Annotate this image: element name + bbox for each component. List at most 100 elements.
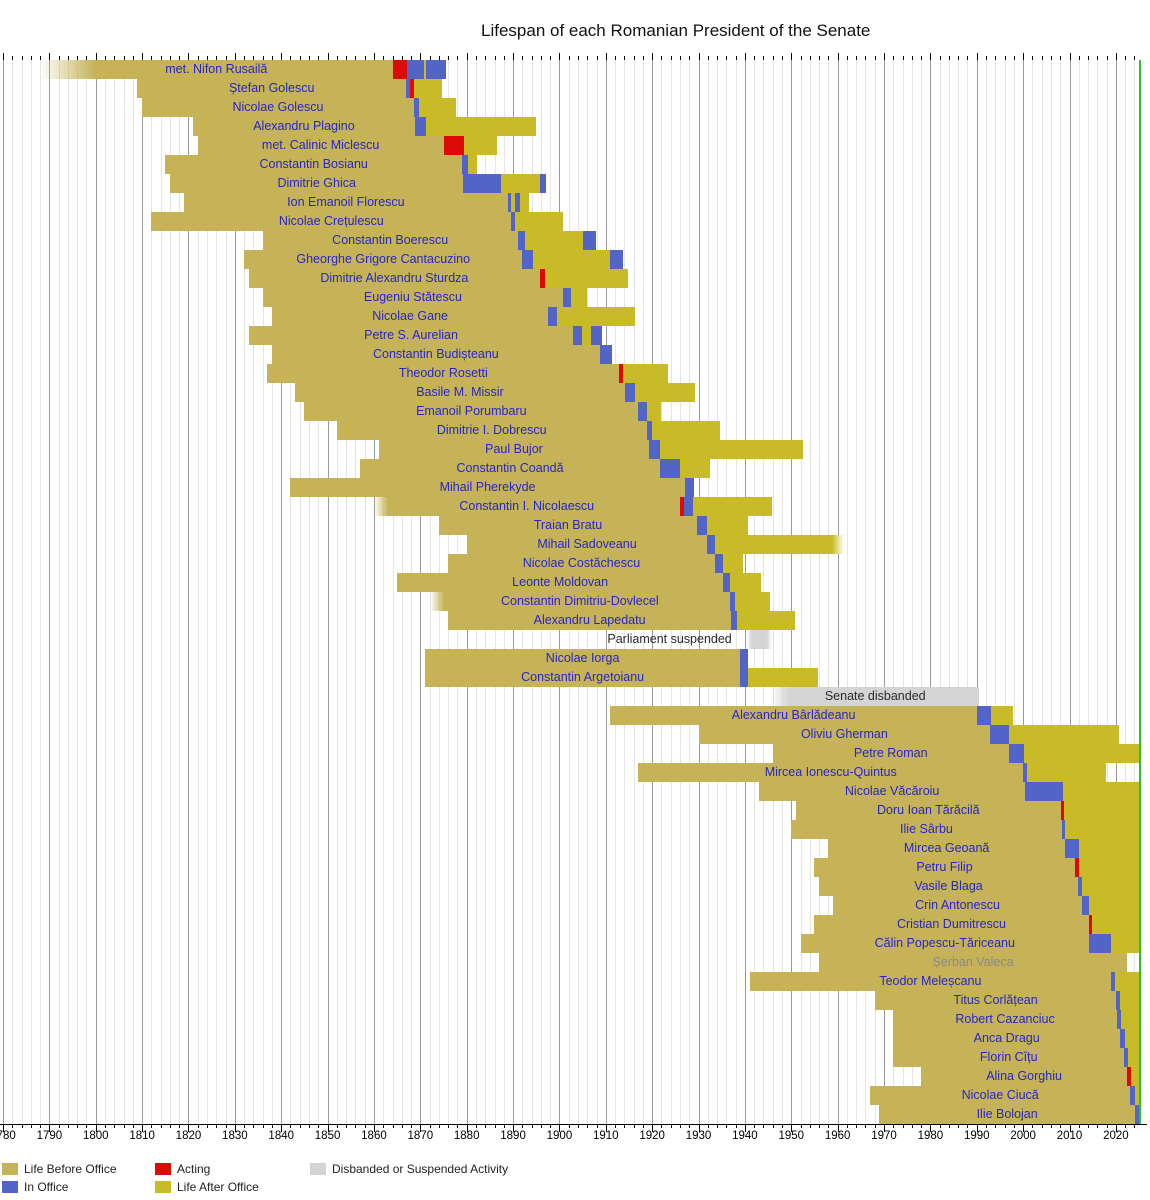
in-office-term-bar <box>522 250 534 269</box>
legend-label: Life After Office <box>177 1180 259 1194</box>
axis-tick-bottom <box>596 1124 598 1128</box>
axis-tick-top <box>837 53 839 60</box>
acting-term-bar <box>679 497 685 516</box>
axis-tick-bottom <box>262 1124 264 1128</box>
life-after-office-bar <box>1120 1029 1141 1048</box>
axis-tick-top <box>717 56 719 60</box>
life-after-office-bar <box>1116 991 1141 1010</box>
gridline-major <box>884 60 886 1124</box>
x-axis-tick-label: 1960 <box>824 1130 851 1142</box>
axis-tick-top <box>1097 56 1099 60</box>
president-name-label: Constantin Coandă <box>456 461 564 475</box>
president-name-label: Constantin Argetoianu <box>521 670 645 684</box>
president-name-label: Ilie Bolojan <box>976 1107 1038 1121</box>
axis-tick-top <box>856 56 858 60</box>
gridline-major <box>420 60 422 1124</box>
life-after-office-bar <box>730 592 771 611</box>
life-before-office-bar <box>791 820 1062 839</box>
gridline-minor <box>1078 60 1080 1124</box>
in-office-term-bar <box>582 231 596 250</box>
life-before-office-bar <box>448 554 715 573</box>
axis-tick-bottom <box>429 1124 431 1128</box>
in-office-term-bar <box>406 60 425 79</box>
axis-tick-bottom <box>244 1124 246 1128</box>
life-after-office-bar <box>1008 744 1141 763</box>
axis-tick-top <box>132 56 134 60</box>
gridline-minor <box>160 60 162 1124</box>
life-before-office-bar <box>290 478 685 497</box>
gridline-minor <box>856 60 858 1124</box>
axis-tick-bottom <box>707 1124 709 1128</box>
life-after-office-bar <box>624 383 695 402</box>
axis-tick-bottom <box>531 1124 533 1128</box>
axis-tick-top <box>290 56 292 60</box>
axis-tick-bottom <box>58 1124 60 1128</box>
axis-tick-bottom <box>392 1124 394 1128</box>
axis-tick-top <box>142 53 144 60</box>
life-before-office-bar <box>271 345 600 364</box>
life-before-office-bar <box>814 858 1075 877</box>
axis-tick-top <box>448 56 450 60</box>
president-name-label: Nicolae Ciucă <box>961 1088 1039 1102</box>
axis-tick-top <box>114 56 116 60</box>
president-name-label: Theodor Rosetti <box>398 366 488 380</box>
president-name-label: Dimitrie I. Dobrescu <box>436 423 547 437</box>
acting-term-bar <box>1127 1067 1132 1086</box>
gridline-minor <box>12 60 14 1124</box>
x-axis-tick-label: 1830 <box>222 1130 248 1142</box>
life-before-office-bar <box>424 668 741 687</box>
legend-label: Life Before Office <box>24 1162 117 1176</box>
axis-tick-top <box>207 56 209 60</box>
x-axis-tick-label: 2000 <box>1010 1130 1036 1142</box>
life-after-office-bar <box>1023 763 1106 782</box>
axis-tick-top <box>939 56 941 60</box>
axis-tick-bottom <box>1013 1124 1015 1128</box>
president-name-label: Robert Cazanciuc <box>955 1012 1055 1026</box>
life-after-office-bar <box>1130 1086 1141 1105</box>
life-before-office-bar <box>271 307 549 326</box>
x-axis-line <box>0 1124 1147 1125</box>
axis-tick-top <box>105 56 106 60</box>
gridline-minor <box>1050 60 1052 1124</box>
president-name-label: Mircea Ionescu-Quintus <box>764 765 897 779</box>
gridline-major <box>142 60 144 1124</box>
axis-tick-top <box>318 56 320 60</box>
gridline-minor <box>355 60 357 1124</box>
president-name-label: Nicolae Costăchescu <box>522 556 641 570</box>
in-office-term-bar <box>413 98 419 117</box>
x-axis-tick-label: 1820 <box>175 1130 202 1142</box>
axis-tick-bottom <box>939 1124 941 1128</box>
president-name-label: Constantin I. Nicolaescu <box>459 499 595 513</box>
gridline-minor <box>986 60 988 1124</box>
axis-tick-bottom <box>197 1124 199 1128</box>
axis-tick-bottom <box>67 1124 69 1128</box>
axis-tick-bottom <box>77 1124 79 1128</box>
gridline-major <box>281 60 283 1124</box>
axis-tick-top <box>188 53 190 60</box>
acting-term-bar <box>1060 801 1065 820</box>
axis-tick-bottom <box>271 1124 273 1128</box>
life-after-office-bar <box>1074 858 1141 877</box>
president-name-label: Crin Antonescu <box>915 898 1000 912</box>
axis-tick-bottom <box>846 1124 848 1128</box>
gridline-minor <box>346 60 348 1124</box>
gridline-minor <box>30 60 32 1124</box>
axis-tick-bottom <box>383 1124 385 1128</box>
gridline-minor <box>1004 60 1006 1124</box>
president-name-label: Doru Ioan Tărăcilă <box>877 803 980 817</box>
axis-tick-top <box>485 56 487 60</box>
gridline-minor <box>995 60 997 1124</box>
axis-tick-top <box>95 53 97 60</box>
gridline-minor <box>865 60 867 1124</box>
axis-tick-top <box>772 56 774 60</box>
present-day-line <box>1139 60 1142 1124</box>
axis-tick-bottom <box>680 1124 681 1128</box>
president-name-label: Titus Corlățean <box>953 993 1038 1007</box>
life-after-office-bar <box>740 668 819 687</box>
axis-tick-top <box>1041 56 1043 60</box>
axis-tick-bottom <box>1078 1124 1080 1128</box>
president-name-label: Eugeniu Stătescu <box>363 290 462 304</box>
axis-tick-bottom <box>559 1124 561 1132</box>
axis-tick-top <box>86 56 88 60</box>
axis-tick-bottom <box>1050 1124 1052 1128</box>
